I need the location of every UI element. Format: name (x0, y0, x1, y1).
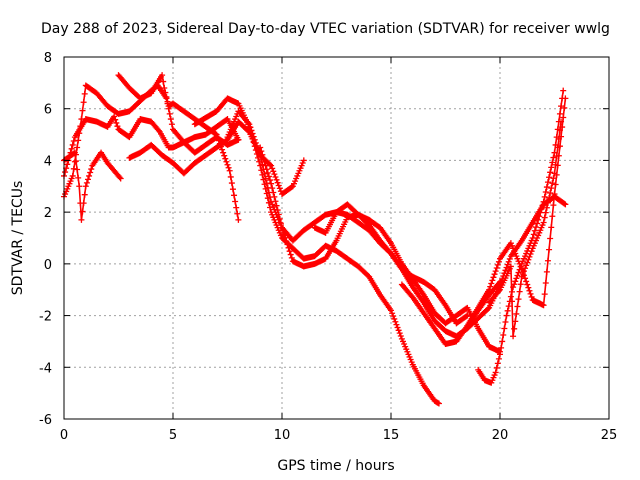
series-layer (61, 72, 569, 407)
y-tick-label: 2 (44, 206, 52, 221)
y-axis-label: SDTVAR / TECUs (10, 181, 26, 296)
x-tick-label: 0 (60, 428, 68, 443)
y-tick-label: 6 (44, 103, 52, 118)
y-tick-label: 0 (44, 258, 52, 273)
series-track-13 (398, 278, 503, 348)
series-markers (475, 87, 567, 386)
y-tick-label: -2 (39, 310, 52, 325)
x-tick-label: 5 (169, 428, 177, 443)
y-tick-label: 8 (44, 51, 52, 66)
tick-layer: 0 5 10 15 20 25 -6 -4 -2 0 2 4 6 8 (39, 51, 617, 443)
series-track-12 (486, 118, 565, 340)
plot-frame (63, 56, 610, 420)
x-tick-label: 15 (383, 428, 400, 443)
series-track-5 (126, 118, 307, 198)
series-track-3 (61, 149, 124, 223)
x-axis-label: GPS time / hours (277, 458, 394, 474)
x-tick-label: 20 (492, 428, 509, 443)
y-tick-label: 4 (44, 154, 52, 169)
series-markers (486, 118, 565, 340)
series-markers (126, 118, 307, 198)
series-markers (398, 278, 503, 348)
y-tick-label: -4 (39, 361, 52, 376)
chart-title: Day 288 of 2023, Sidereal Day-to-day VTE… (41, 21, 610, 37)
x-tick-label: 25 (601, 428, 618, 443)
series-track-9 (311, 193, 569, 340)
series-track-10 (475, 87, 567, 386)
grid-layer (64, 57, 609, 419)
y-tick-label: -6 (39, 413, 52, 428)
x-tick-label: 10 (274, 428, 291, 443)
series-markers (311, 193, 569, 340)
